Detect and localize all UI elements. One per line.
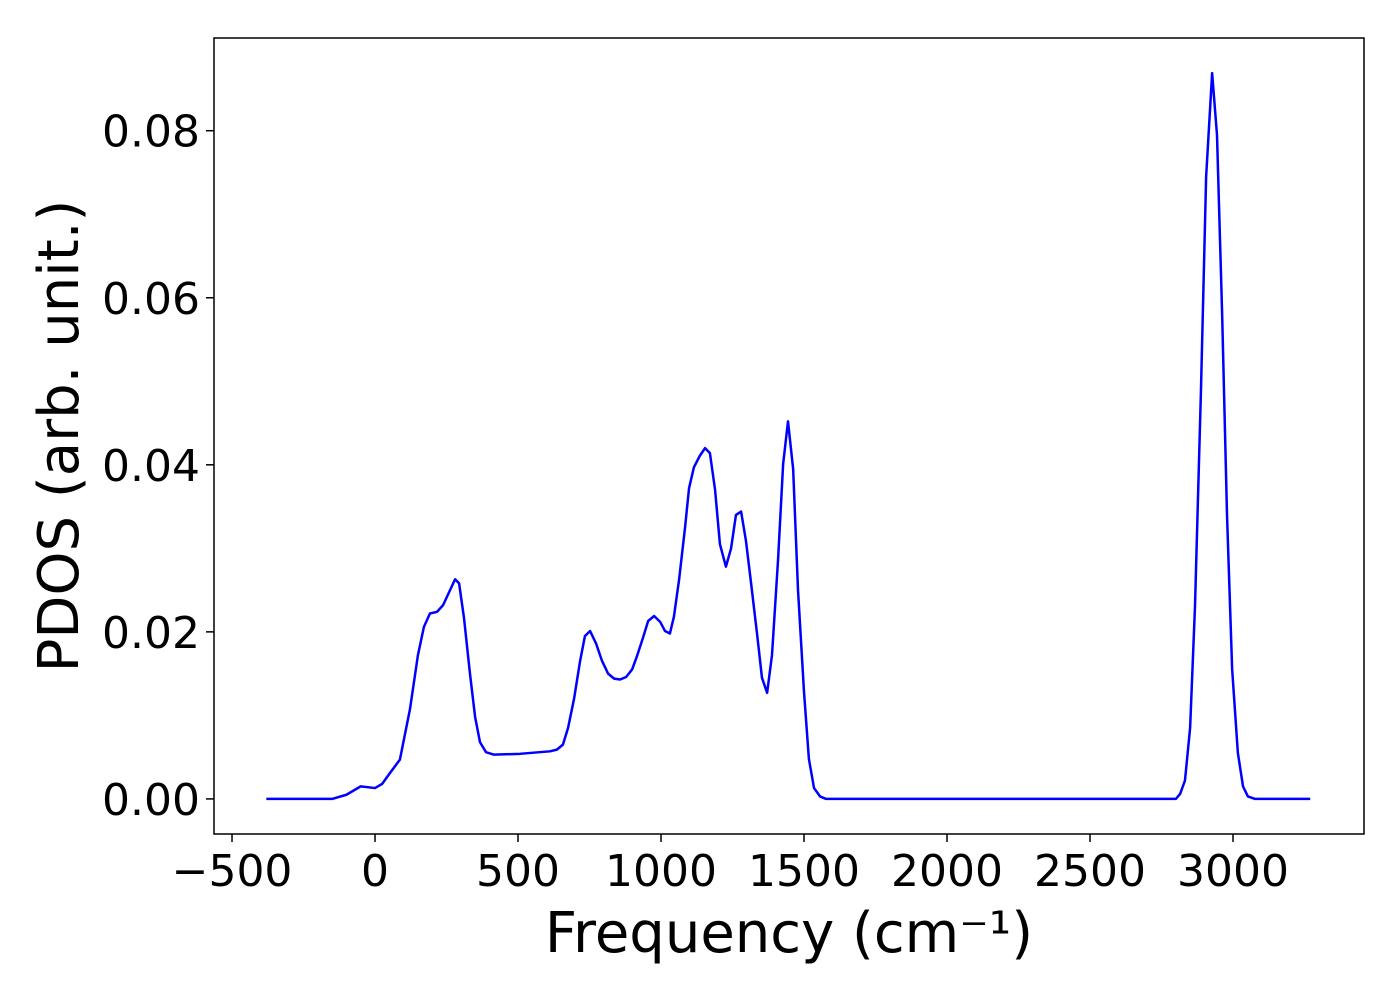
plot-frame <box>213 37 1365 835</box>
y-tick-label: 0.04 <box>102 441 200 492</box>
y-tick-label: 0.02 <box>102 608 200 659</box>
y-axis-label: PDOS (arb. unit.) <box>27 200 92 673</box>
y-tick-label: 0.00 <box>102 775 200 826</box>
data-line <box>266 71 1311 801</box>
x-tick-label: 2500 <box>1034 846 1146 897</box>
y-tick-label: 0.06 <box>102 274 200 325</box>
x-tick-label: 0 <box>361 846 389 897</box>
x-tick-label: 1000 <box>605 846 717 897</box>
x-tick-label: 3000 <box>1177 846 1289 897</box>
x-axis-label: Frequency (cm⁻¹) <box>545 901 1033 966</box>
y-tick-label: 0.08 <box>102 107 200 158</box>
x-tick-label: 500 <box>476 846 560 897</box>
x-tick-label: 2000 <box>891 846 1003 897</box>
x-tick-label: 1500 <box>748 846 860 897</box>
x-tick-label: −500 <box>172 846 293 897</box>
